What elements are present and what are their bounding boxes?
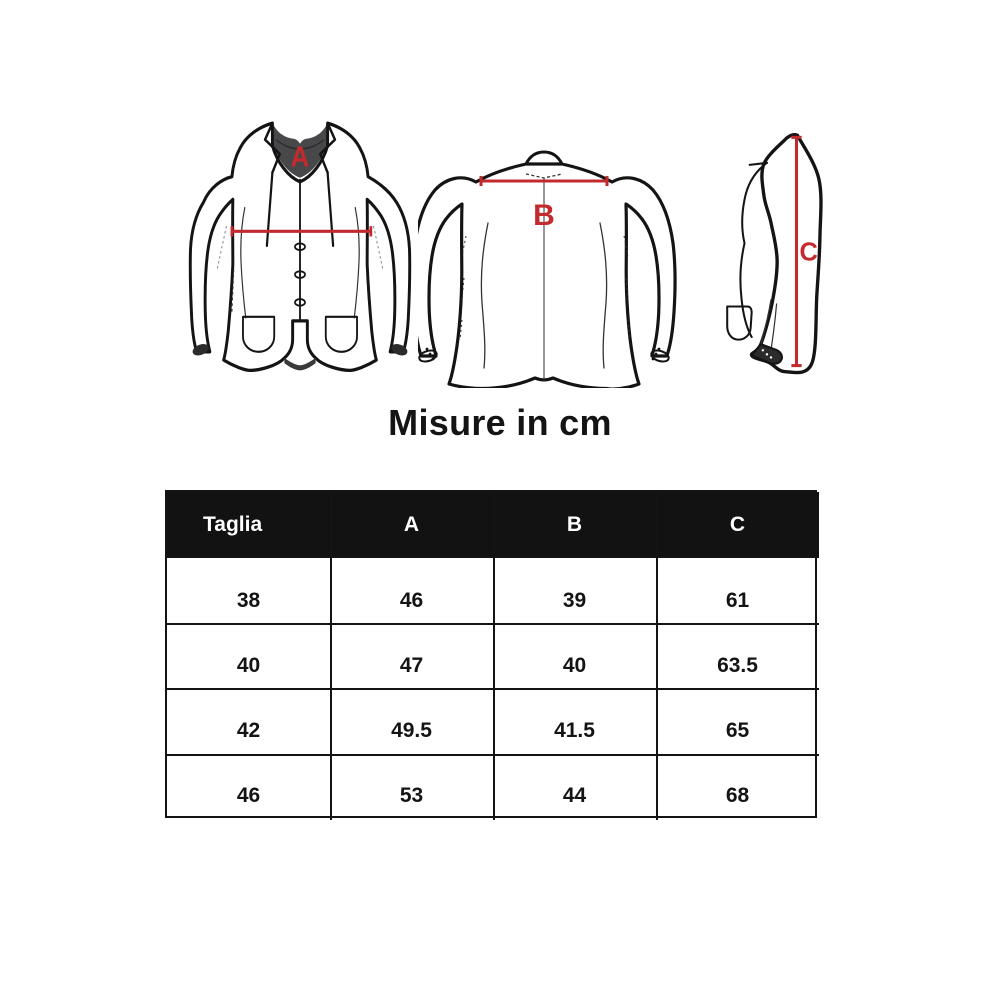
svg-text:A: A (291, 140, 310, 173)
svg-text:C: C (800, 239, 818, 267)
svg-text:B: B (533, 199, 555, 232)
